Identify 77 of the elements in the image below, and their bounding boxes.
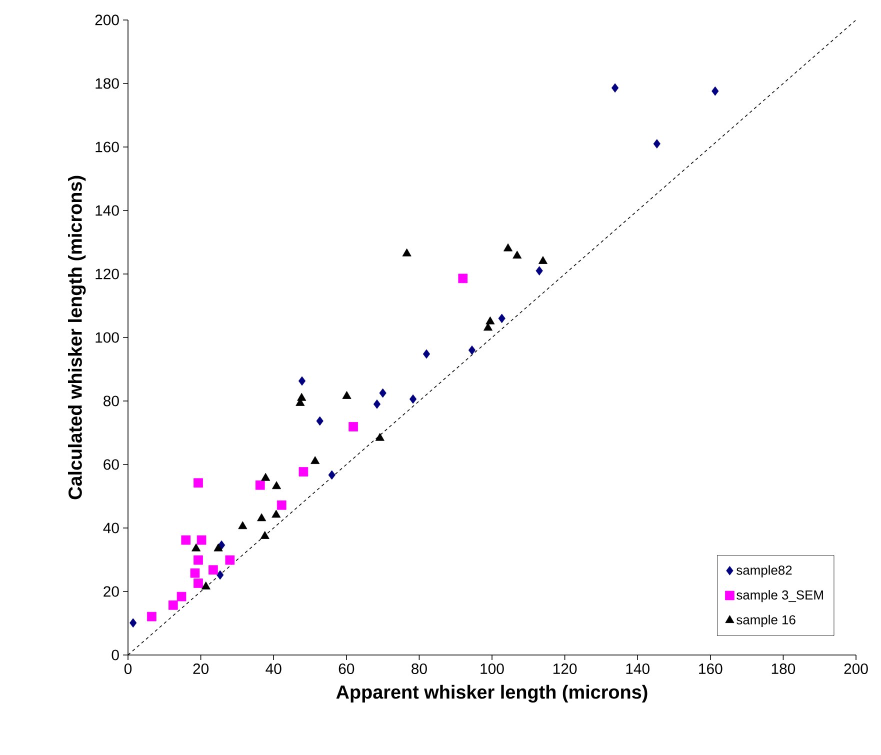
y-tick-label: 180 [96,78,119,89]
point [194,555,203,565]
x-tick-label: 80 [412,663,427,674]
x-tick-label: 140 [626,663,650,674]
point [208,565,218,575]
point [379,388,386,398]
y-tick-label: 160 [96,142,119,152]
y-tick-label: 140 [96,205,119,216]
point [458,274,468,284]
point [272,510,281,518]
y-axis-title: Calculated whisker length (microns) [68,176,86,500]
legend-label: sample82 [736,565,792,578]
point [276,500,286,510]
x-tick-label: 60 [338,663,354,674]
point [538,256,548,264]
x-tick-label: 0 [124,663,132,674]
point [348,422,358,432]
point [409,394,417,404]
point [181,535,191,545]
y-tick-label: 0 [112,650,119,660]
point [190,568,200,578]
y-tick-label: 120 [96,268,119,280]
x-tick-label: 20 [193,663,209,674]
point [342,391,352,399]
point [168,600,178,610]
point [298,376,306,386]
point [255,480,265,490]
point [176,592,186,602]
point [214,543,223,552]
point [272,481,282,490]
point [194,578,203,588]
x-tick-label: 180 [772,663,796,674]
y-tick-label: 60 [104,459,119,470]
point [316,416,324,426]
point [194,478,203,488]
x-axis-title: Apparent whisker length (microns) [336,684,648,703]
point [130,618,137,628]
y-tick-label: 40 [103,522,119,534]
point [536,266,543,276]
y-tick-label: 100 [96,332,119,343]
point [238,521,248,530]
point [483,322,493,331]
point [146,612,156,622]
point [216,570,224,580]
point [375,432,384,441]
point [261,472,270,481]
point [192,543,201,552]
legend-label: sample 16 [736,614,796,627]
point [611,83,619,93]
x-tick-label: 120 [553,663,577,674]
point [196,535,206,545]
point [260,531,270,539]
point [486,316,495,324]
x-tick-label: 200 [844,663,868,674]
point [328,470,336,480]
point [201,582,210,590]
point [298,467,308,476]
point [653,139,660,148]
point [225,555,235,565]
point [512,250,522,259]
legend-label: sample 3_SEM [736,590,823,602]
x-tick-label: 100 [480,663,504,674]
point [310,456,320,464]
point [373,399,381,409]
point [422,349,430,359]
y-tick-label: 200 [95,14,119,26]
y-tick-label: 80 [104,396,119,406]
point [257,513,266,522]
x-tick-label: 40 [266,663,282,674]
point [712,86,719,96]
point [498,314,506,324]
point [402,248,412,256]
x-tick-label: 160 [699,663,722,674]
point [504,243,513,252]
point [468,346,476,355]
point [297,392,306,401]
y-tick-label: 20 [104,586,119,597]
